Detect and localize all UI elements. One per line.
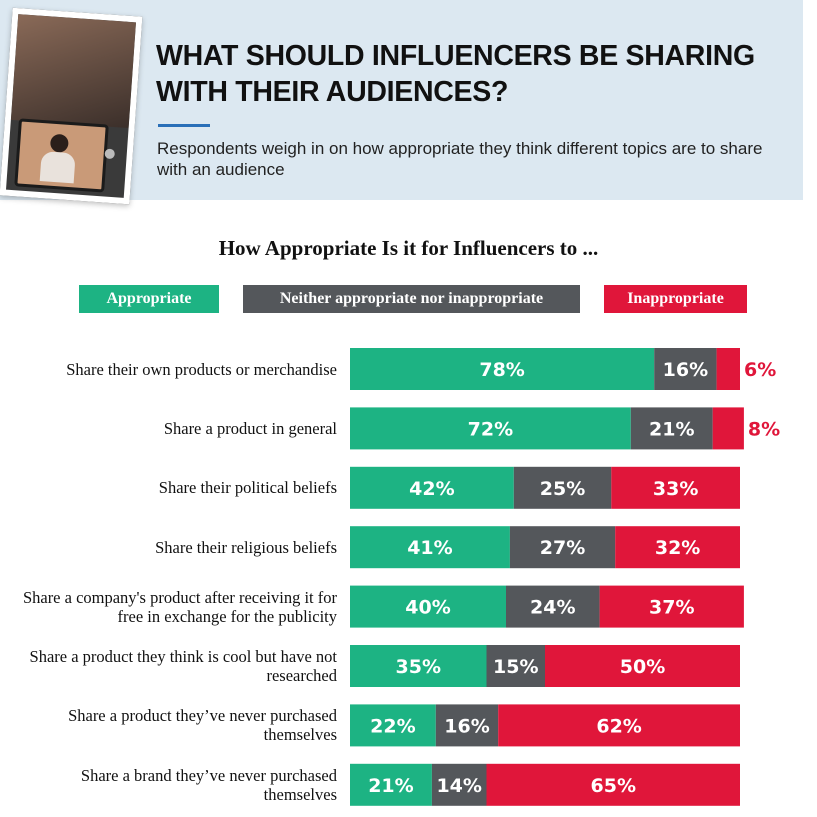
bar-segment-inappropriate bbox=[611, 466, 740, 509]
data-label: 72% bbox=[468, 418, 513, 440]
category-label: Share their own products or merchandise bbox=[66, 359, 337, 379]
page-subtitle: Respondents weigh in on how appropriate … bbox=[157, 139, 763, 179]
data-label: 33% bbox=[653, 478, 698, 500]
bar-segment-inappropriate bbox=[498, 704, 740, 747]
data-label: 16% bbox=[663, 359, 708, 381]
bar-segment-neither bbox=[506, 585, 600, 628]
bar-segment-neither bbox=[513, 466, 612, 509]
data-label: 78% bbox=[479, 359, 524, 381]
bar-segment-neither bbox=[654, 348, 717, 390]
title-accent-line bbox=[158, 124, 210, 127]
data-label: 40% bbox=[405, 597, 450, 619]
bar-segment-appropriate bbox=[350, 526, 510, 569]
bar-segment-neither bbox=[630, 407, 713, 450]
data-label: 24% bbox=[530, 597, 575, 619]
category-label: Share their religious beliefs bbox=[155, 537, 337, 557]
bar-segment-neither bbox=[509, 526, 616, 569]
category-label: Share a product they’ve never purchased … bbox=[68, 706, 337, 745]
bar-segment-appropriate bbox=[350, 348, 655, 390]
chart-title: How Appropriate Is it for Influencers to… bbox=[218, 236, 599, 260]
category-label-wrap: Share their own products or merchandise bbox=[10, 348, 337, 390]
data-label: 15% bbox=[493, 656, 538, 678]
bar-segment-appropriate bbox=[350, 466, 514, 509]
data-label: 32% bbox=[655, 537, 700, 559]
bar-segment-inappropriate bbox=[545, 645, 740, 687]
category-label-wrap: Share a product they’ve never purchased … bbox=[10, 704, 337, 746]
category-label-wrap: Share a product in general bbox=[10, 407, 337, 449]
bar-segment-appropriate bbox=[350, 763, 432, 806]
page-title: WHAT SHOULD INFLUENCERS BE SHARING WITH … bbox=[156, 40, 755, 108]
header-banner: WHAT SHOULD INFLUENCERS BE SHARING WITH … bbox=[0, 0, 803, 205]
category-label-wrap: Share a brand they’ve never purchased th… bbox=[10, 764, 337, 806]
data-label: 14% bbox=[436, 775, 481, 797]
data-label: 65% bbox=[591, 775, 636, 797]
category-label-wrap: Share their political beliefs bbox=[10, 467, 337, 509]
data-label: 22% bbox=[370, 715, 415, 737]
bar-segment-appropriate bbox=[350, 645, 487, 687]
bar-segment-neither bbox=[431, 763, 487, 806]
category-label-wrap: Share their religious beliefs bbox=[10, 526, 337, 568]
bar-segment-appropriate bbox=[350, 704, 436, 747]
data-label: 21% bbox=[649, 418, 694, 440]
bar-segment-inappropriate bbox=[615, 526, 740, 569]
data-label: 16% bbox=[444, 715, 489, 737]
bar-segment-neither bbox=[435, 704, 499, 747]
data-label: 25% bbox=[540, 478, 585, 500]
category-label-wrap: Share a company's product after receivin… bbox=[10, 586, 337, 628]
category-label-wrap: Share a product they think is cool but h… bbox=[10, 645, 337, 687]
bar-segment-neither bbox=[486, 645, 545, 687]
data-label: 50% bbox=[620, 656, 665, 678]
bar-segment-appropriate bbox=[350, 407, 631, 450]
data-label: 35% bbox=[396, 656, 441, 678]
bar-segment-inappropriate bbox=[599, 585, 744, 628]
bar-segment-inappropriate bbox=[716, 348, 740, 390]
legend-inappropriate: Inappropriate bbox=[604, 285, 747, 313]
data-label: 6% bbox=[744, 359, 776, 381]
category-label: Share a product they think is cool but h… bbox=[29, 647, 337, 685]
data-label: 27% bbox=[540, 537, 585, 559]
category-label: Share a company's product after receivin… bbox=[22, 587, 337, 626]
category-label: Share a product in general bbox=[163, 418, 337, 438]
category-label: Share their political beliefs bbox=[158, 478, 337, 498]
data-label: 41% bbox=[407, 537, 452, 559]
data-label: 8% bbox=[748, 418, 780, 440]
data-label: 37% bbox=[649, 597, 694, 619]
data-label: 21% bbox=[368, 775, 413, 797]
legend-appropriate: Appropriate bbox=[79, 285, 219, 313]
data-label: 42% bbox=[409, 478, 454, 500]
legend-neither: Neither appropriate nor inappropriate bbox=[243, 285, 580, 313]
bar-segment-inappropriate bbox=[486, 763, 740, 806]
category-label: Share a brand they’ve never purchased th… bbox=[80, 765, 337, 804]
bar-segment-inappropriate bbox=[712, 407, 744, 450]
bar-segment-appropriate bbox=[350, 585, 506, 628]
data-label: 62% bbox=[596, 715, 641, 737]
